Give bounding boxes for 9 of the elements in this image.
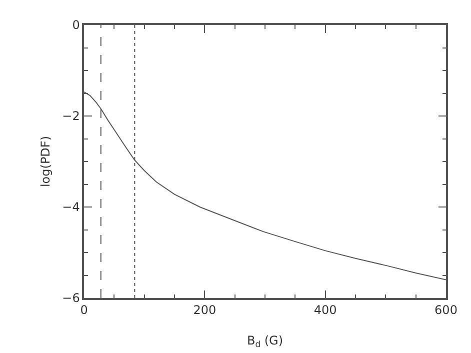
y-tick-label: 0: [72, 18, 80, 32]
y-tick-label: −4: [62, 200, 80, 214]
x-tick-label: 200: [193, 303, 216, 318]
y-axis-title: log(PDF): [38, 136, 52, 188]
y-tick-label: −2: [62, 109, 80, 124]
x-axis-title: B$_{d}$ (G): [246, 334, 284, 350]
y-tick-label: −6: [62, 291, 80, 306]
x-tick-label: 600: [434, 303, 458, 318]
x-tick-label: 400: [314, 303, 337, 318]
